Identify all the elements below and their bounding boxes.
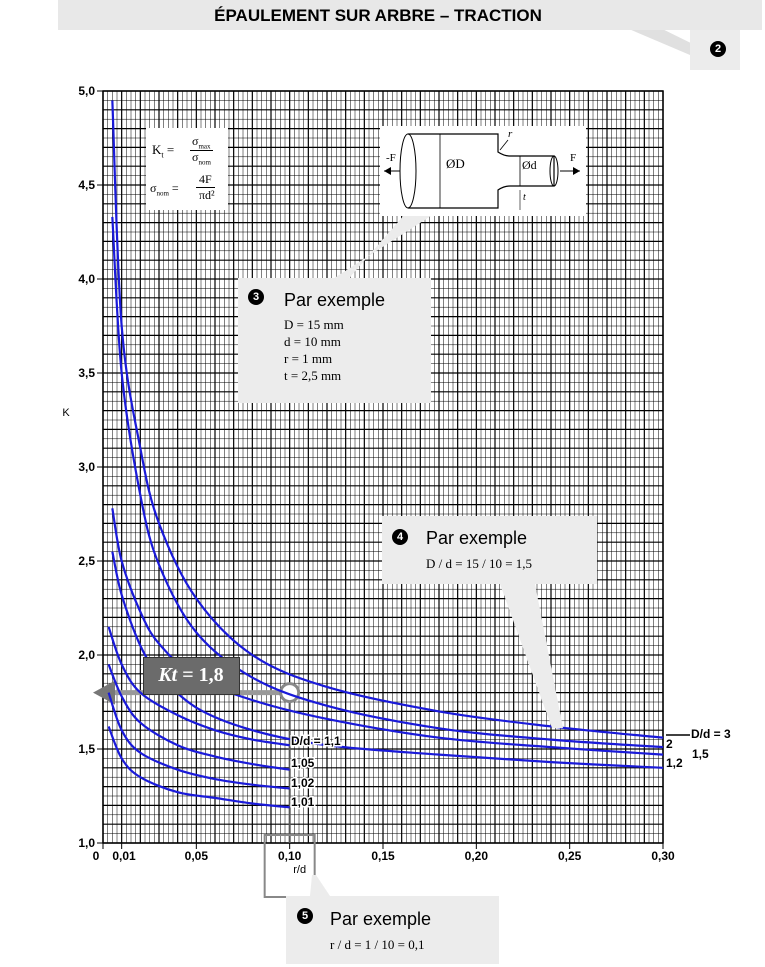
y-tick-label: 1,5: [78, 742, 95, 756]
diagram-small-d: Ød: [522, 158, 537, 172]
x-tick-label: 0,20: [465, 849, 489, 863]
x-tick-label: 0,01: [112, 849, 136, 863]
kt-symbol: Kt: [158, 664, 178, 686]
formula-sigma-nom-symbol: σ: [192, 150, 199, 164]
formula-sigma-max: σmax: [190, 134, 213, 152]
curve-label: D/d = 1,1: [291, 734, 341, 748]
formula-sigma-max-symbol: σ: [192, 134, 199, 148]
diagram-r: r: [508, 128, 513, 140]
badge-4: 4: [392, 529, 408, 545]
x-tick-label: 0,25: [558, 849, 582, 863]
y-tick-label: 2,0: [78, 648, 95, 662]
formula-kt: Kt =: [152, 142, 175, 160]
curve-label: 1,5: [692, 747, 709, 761]
formula-sigma-max-sub: max: [198, 142, 211, 151]
formula-kt-symbol: K: [152, 142, 162, 157]
y-tick-label: 4,0: [78, 272, 95, 286]
badge-5: 5: [297, 908, 313, 924]
x-tick-label: 0,30: [651, 849, 675, 863]
y-tick-label: 1,0: [78, 836, 95, 850]
y-tick-label: 3,0: [78, 460, 95, 474]
formula-sigma-nom-symbol-2: σ: [150, 181, 157, 195]
series-line: [111, 100, 664, 739]
y-tick-label: 4,5: [78, 178, 95, 192]
highlight-circle: [279, 682, 301, 704]
series-line: [107, 726, 290, 809]
callout-5-line-1: r / d = 1 / 10 = 0,1: [330, 937, 425, 952]
callout-3-head: Par exemple: [284, 290, 386, 310]
kt-value: = 1,8: [182, 664, 224, 686]
series-line: [107, 626, 290, 747]
curve-label: 1,01: [291, 795, 315, 809]
diagram-t: t: [523, 192, 526, 203]
shaft-drawing: [384, 133, 580, 210]
callout-5-head: Par exemple: [330, 909, 432, 929]
formula-num: 4F: [196, 172, 215, 188]
formula-sigma-nom: σnom =: [150, 181, 179, 198]
series-line: [111, 551, 664, 769]
callout-3: [238, 278, 431, 403]
diagram-force: F: [570, 152, 577, 164]
formula-kt-sub: t: [161, 150, 164, 160]
callout-4-head: Par exemple: [426, 528, 528, 548]
callout-4-line-1: D / d = 15 / 10 = 1,5: [426, 556, 533, 571]
series-line: [107, 692, 290, 790]
formula-sigma-nom-sub: nom: [198, 158, 211, 167]
chart-title: ÉPAULEMENT SUR ARBRE – TRACTION: [214, 6, 542, 25]
x-tick-label: 0,05: [185, 849, 209, 863]
kt-result-text: Kt = 1,8: [146, 664, 236, 687]
series-line: [111, 216, 664, 749]
formula-box: Kt = σmax σnom σnom = 4F πd²: [146, 128, 228, 210]
kt-result-box: [143, 657, 240, 695]
badge-2: 2: [710, 41, 726, 57]
x-tick-label: 0: [93, 849, 100, 863]
title-bar: [58, 0, 762, 30]
curve-label: D/d = 3: [691, 727, 731, 741]
badge-3: 3: [248, 289, 264, 305]
shaft-diagram: -F ØD Ød F r t: [380, 126, 586, 216]
diagram-big-d: ØD: [446, 156, 465, 171]
y-tick-label: 5,0: [78, 84, 95, 98]
callout-4-pointer: [500, 584, 563, 728]
curve-label: 1,02: [291, 776, 315, 790]
formula-sigma-nom-sub-2: nom: [156, 189, 169, 198]
series-line: [111, 508, 664, 756]
callout-5: [286, 896, 499, 964]
x-tick-label: 0,15: [371, 849, 395, 863]
series-line: [107, 663, 290, 771]
diagram-neg-force: -F: [386, 152, 396, 164]
curve-label: 1,05: [291, 756, 315, 770]
x-tick-label: 0,10: [278, 849, 302, 863]
curve-label: 2: [666, 737, 673, 751]
callout-5-pointer: [310, 875, 330, 896]
curve-label: 1,2: [666, 756, 683, 770]
callout-4: [382, 516, 597, 584]
y-tick-label: 2,5: [78, 554, 95, 568]
y-tick-label: 3,5: [78, 366, 95, 380]
callout-3-line-2: d = 10 mm: [284, 334, 341, 349]
callout-3-line-3: r = 1 mm: [284, 351, 333, 366]
callout-3-line-1: D = 15 mm: [284, 317, 344, 332]
x-axis-label: r/d: [293, 864, 306, 876]
callout-3-line-4: t = 2,5 mm: [284, 368, 342, 383]
y-axis-label: K: [62, 407, 70, 419]
formula-den: πd²: [199, 188, 215, 202]
formula-sigma-nom-den: σnom: [190, 150, 213, 166]
